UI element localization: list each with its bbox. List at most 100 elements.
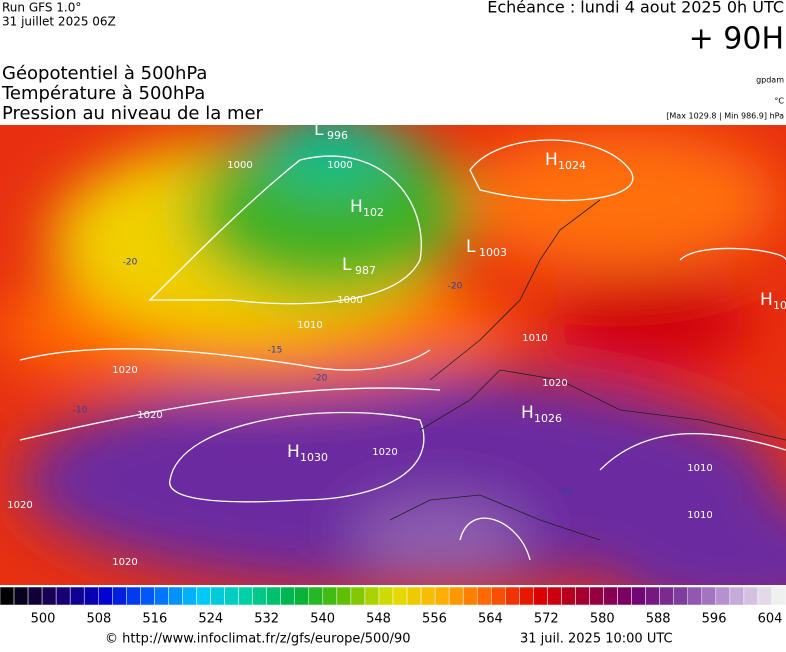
scale-swatch	[364, 586, 380, 606]
valid-time: Echéance : lundi 4 aout 2025 0h UTC	[487, 0, 784, 17]
temperature-labels: -20 -20 -15 -10 -20 -20	[73, 258, 573, 498]
scale-swatch	[266, 586, 281, 606]
scale-swatch	[336, 586, 352, 606]
center-value: 1030	[300, 451, 328, 464]
center-value: 996	[327, 129, 348, 142]
unit: gpdam	[756, 76, 784, 85]
scale-swatch	[322, 586, 338, 606]
scale-swatch	[126, 586, 141, 606]
scale-swatch	[673, 586, 689, 606]
scale-label: 604	[758, 612, 783, 627]
scale-swatch	[69, 586, 85, 606]
field: Pression au niveau de la mer	[2, 103, 264, 124]
lead-time: + 90H	[689, 22, 784, 57]
isobar-label: 1020	[542, 378, 567, 389]
unit: [Max 1029.8 | Min 986.9] hPa	[666, 112, 784, 121]
center-value: 1003	[479, 246, 507, 259]
scale-swatch	[561, 586, 576, 606]
scale-swatch	[294, 586, 310, 606]
field: Température à 500hPa	[1, 83, 205, 104]
isobar-labels: 1000 1000 1000 1010 1020 1020 1020 1020 1020 1010…	[7, 160, 712, 568]
scale-label: 532	[254, 612, 279, 627]
center-type: H	[545, 150, 558, 170]
scale-swatch	[519, 586, 534, 606]
scale-swatch	[757, 586, 773, 606]
scale-swatch	[687, 586, 703, 606]
scale-swatch	[112, 586, 127, 606]
scale-swatch	[182, 586, 197, 606]
center-type: L	[466, 237, 476, 257]
scale-swatch	[196, 586, 211, 606]
scale-label: 500	[31, 612, 56, 627]
scale-label: 556	[422, 612, 447, 627]
source-url: © http://www.infoclimat.fr/z/gfs/europe/…	[105, 632, 411, 647]
isobar-label: 1020	[7, 500, 32, 511]
scale-swatch	[462, 586, 478, 606]
scale-swatch	[701, 586, 717, 606]
scale-swatch	[168, 586, 183, 606]
scale-swatch	[505, 586, 520, 606]
scale-swatch	[392, 586, 408, 606]
center-value: 10	[773, 299, 786, 312]
scale-swatch	[476, 586, 492, 606]
scale-swatch	[617, 586, 632, 606]
scale-swatch	[154, 586, 169, 606]
isobar-label: 1000	[227, 160, 252, 171]
scale-label: 564	[478, 612, 503, 627]
temp-label: -20	[313, 374, 328, 384]
scale-label: 548	[366, 612, 391, 627]
scale-swatch	[98, 586, 113, 606]
scale-swatch	[280, 586, 296, 606]
scale-swatch	[27, 586, 43, 606]
scale-label: 516	[142, 612, 167, 627]
scale-swatch	[238, 586, 253, 606]
scale-swatch	[729, 586, 745, 606]
center-value: 1026	[534, 412, 562, 425]
scale-swatch	[589, 586, 604, 606]
scale-swatch	[224, 586, 239, 606]
scale-swatch	[140, 586, 155, 606]
scale-swatch	[350, 586, 366, 606]
isobar-label: 1010	[687, 463, 712, 474]
center-type: H	[350, 197, 363, 217]
scale-swatch	[55, 586, 71, 606]
scale-swatch	[631, 586, 646, 606]
scale-label: 508	[87, 612, 112, 627]
generated-date: 31 juil. 2025 10:00 UTC	[520, 632, 673, 647]
scale-swatch	[41, 586, 57, 606]
scale-swatch	[645, 586, 660, 606]
center-value: 1024	[558, 159, 586, 172]
scale-swatch	[378, 586, 394, 606]
temp-label: -20	[448, 282, 463, 292]
scale-swatch	[434, 586, 450, 606]
scale-label: 524	[198, 612, 223, 627]
scale-swatch	[13, 586, 29, 606]
scale-swatch	[533, 586, 548, 606]
scale-label: 572	[534, 612, 559, 627]
scale-swatch	[83, 586, 99, 606]
isobar-label: 1020	[112, 557, 137, 568]
run: Run GFS 1.0°	[2, 1, 81, 15]
scale-label: 596	[702, 612, 727, 627]
center-type: H	[287, 442, 300, 462]
scale-swatch	[448, 586, 464, 606]
scale-swatch	[0, 586, 15, 606]
isobar-label: 1010	[522, 333, 547, 344]
scale-label: 588	[646, 612, 671, 627]
temp-label: -10	[73, 406, 88, 416]
unit: °C	[774, 97, 784, 106]
scale-swatch	[715, 586, 731, 606]
center-type: L	[342, 255, 352, 275]
isobar-label: 1020	[137, 410, 162, 421]
center-value: 987	[355, 264, 376, 277]
scale-swatch	[210, 586, 225, 606]
color-scale: 500 508 516 524 532 540 548 556 564 572 580 588 596 6…	[0, 586, 786, 627]
scale-swatch	[743, 586, 759, 606]
run-date: 31 juillet 2025 06Z	[2, 15, 116, 29]
scale-swatch	[420, 586, 436, 606]
scale-swatch	[252, 586, 267, 606]
scale-swatch	[406, 586, 422, 606]
isobar-label: 1000	[327, 160, 352, 171]
scale-label: 580	[590, 612, 615, 627]
